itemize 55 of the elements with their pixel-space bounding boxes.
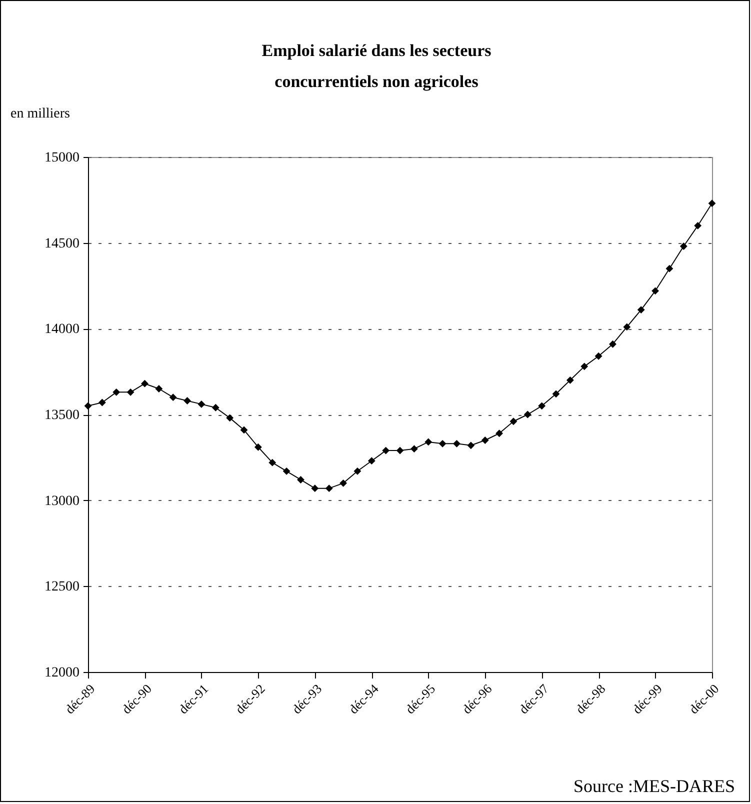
point bbox=[84, 402, 92, 410]
point bbox=[368, 457, 376, 465]
point bbox=[268, 458, 276, 466]
point bbox=[666, 264, 674, 272]
point bbox=[410, 445, 418, 453]
point bbox=[212, 404, 220, 412]
point bbox=[609, 340, 616, 348]
point bbox=[184, 397, 191, 404]
point bbox=[325, 484, 333, 492]
point bbox=[169, 394, 177, 402]
y-tick-label: 12500 bbox=[44, 580, 80, 595]
point bbox=[552, 390, 560, 398]
point bbox=[680, 242, 688, 250]
chart-title: Emploi salarié dans les secteurs concurrentiels non agricoles bbox=[260, 40, 492, 93]
point bbox=[467, 442, 475, 450]
point bbox=[282, 467, 290, 475]
point bbox=[453, 440, 460, 448]
y-tick-label: 15000 bbox=[44, 150, 80, 166]
point bbox=[637, 306, 645, 314]
point bbox=[354, 467, 362, 475]
point bbox=[240, 426, 248, 434]
point bbox=[254, 443, 262, 451]
point bbox=[396, 446, 404, 454]
point bbox=[594, 352, 602, 360]
point bbox=[481, 436, 489, 444]
y-tick-label: 14000 bbox=[44, 322, 80, 338]
point bbox=[98, 398, 106, 406]
point bbox=[694, 222, 702, 230]
y-tick-label: 14500 bbox=[44, 236, 80, 252]
y-axis-title: en milliers bbox=[10, 106, 70, 122]
point bbox=[126, 388, 134, 396]
point bbox=[580, 362, 588, 370]
y-tick-label: 13500 bbox=[44, 408, 80, 423]
point bbox=[496, 430, 503, 438]
point bbox=[424, 438, 432, 446]
point bbox=[708, 200, 716, 208]
point bbox=[438, 440, 446, 448]
y-tick-label: 12000 bbox=[44, 666, 80, 680]
point bbox=[538, 402, 546, 410]
point bbox=[340, 479, 347, 487]
source-note: Source :MES-DARES bbox=[574, 776, 735, 797]
point bbox=[623, 323, 631, 331]
point bbox=[297, 476, 304, 484]
point bbox=[226, 414, 234, 422]
point bbox=[382, 446, 390, 454]
point bbox=[311, 484, 319, 492]
point bbox=[141, 380, 148, 388]
point bbox=[652, 287, 659, 295]
point bbox=[155, 385, 163, 392]
point bbox=[524, 410, 532, 418]
point bbox=[198, 400, 206, 408]
point bbox=[566, 376, 574, 384]
point bbox=[112, 388, 120, 396]
point bbox=[510, 418, 518, 426]
y-tick-label: 13000 bbox=[44, 494, 80, 509]
